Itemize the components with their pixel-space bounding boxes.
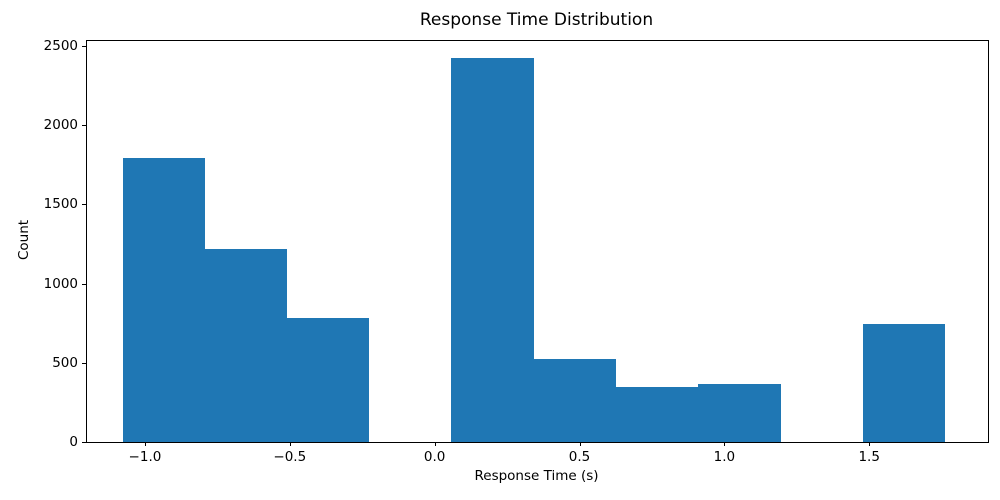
histogram-bar	[287, 318, 370, 442]
y-tick-label: 2000	[43, 117, 78, 133]
x-tick-label: −0.5	[273, 449, 307, 465]
y-tick-mark	[82, 204, 86, 206]
y-tick-label: 500	[52, 354, 78, 371]
y-axis-label: Count	[16, 219, 32, 261]
y-tick-mark	[82, 283, 86, 285]
x-tick-label: 1.0	[713, 449, 736, 465]
histogram-bar	[533, 358, 616, 442]
x-tick-label: 0.5	[568, 449, 591, 465]
x-tick-label: −1.0	[128, 449, 162, 465]
histogram-bar	[204, 248, 288, 442]
x-tick-label: 0.0	[423, 449, 446, 465]
x-tick-mark	[724, 442, 726, 446]
x-tick-mark	[869, 442, 871, 446]
histogram-bar	[451, 58, 534, 442]
y-tick-mark	[82, 362, 86, 364]
x-axis-label: Response Time (s)	[474, 468, 599, 484]
x-tick-mark	[144, 442, 146, 446]
y-tick-label: 1500	[43, 196, 78, 213]
y-tick-label: 2500	[43, 37, 78, 54]
x-tick-mark	[579, 442, 581, 446]
y-tick-mark	[82, 125, 86, 126]
histogram-bar	[616, 386, 699, 442]
y-tick-mark	[82, 45, 86, 47]
y-tick-label: 1000	[43, 275, 78, 292]
x-tick-label: 1.5	[858, 449, 880, 465]
plot-area: −1.0 −0.5 0.0 0.5 1.0 1.5 0 500 1000 1500 2000 2500	[44, 38, 989, 465]
y-tick-mark	[82, 442, 86, 443]
histogram-bar	[698, 384, 781, 442]
y-tick-label: 0	[69, 434, 78, 450]
x-tick-mark	[289, 442, 291, 446]
histogram-bar	[122, 158, 205, 442]
x-tick-mark	[434, 442, 436, 446]
histogram-bar	[862, 323, 945, 442]
chart-title: Response Time Distribution	[419, 10, 654, 30]
